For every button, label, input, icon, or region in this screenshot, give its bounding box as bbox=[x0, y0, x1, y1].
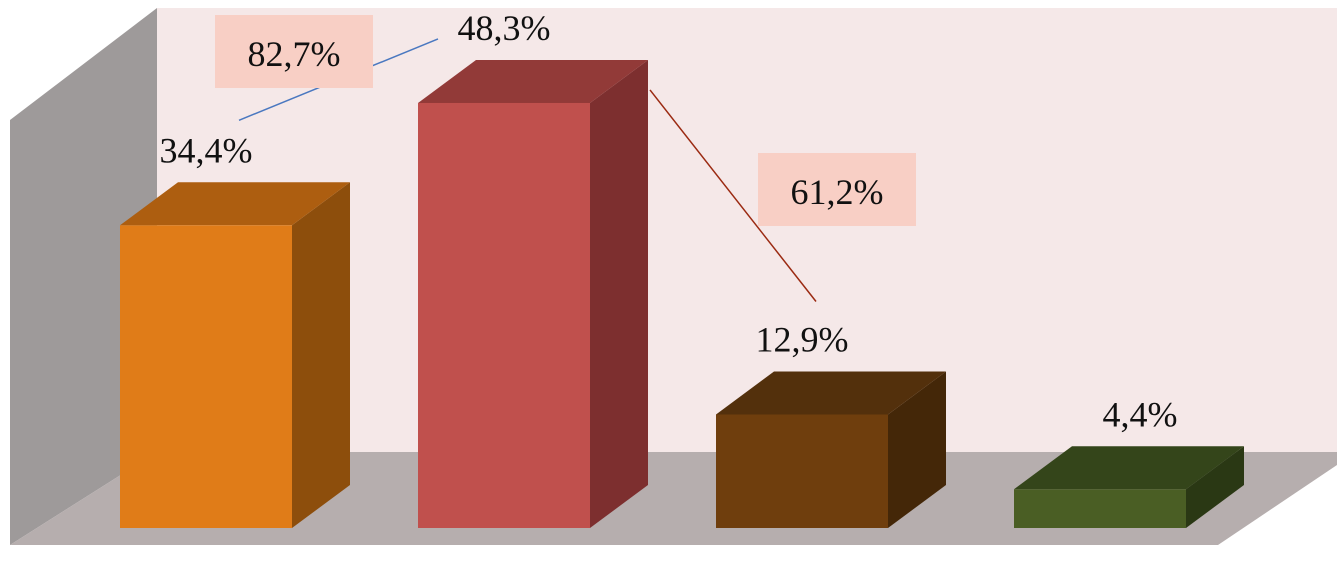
bar-top bbox=[120, 182, 350, 226]
bar bbox=[716, 414, 888, 528]
bars-group bbox=[120, 59, 1244, 529]
bar-top bbox=[418, 59, 648, 103]
annotation-box bbox=[758, 153, 916, 226]
annotation-box bbox=[215, 15, 373, 88]
annotations-group: 82,7% 61,2% bbox=[215, 15, 916, 302]
bar-top bbox=[716, 371, 946, 415]
bar-top bbox=[1014, 446, 1244, 490]
bar bbox=[1014, 489, 1186, 528]
bar-side bbox=[292, 182, 350, 528]
value-label: 48,3% bbox=[458, 8, 551, 48]
value-labels-group: 34,4% 48,3% 12,9% 4,4% bbox=[160, 8, 1178, 434]
annotation-connector bbox=[649, 89, 817, 302]
bar-side bbox=[590, 59, 648, 529]
value-label: 34,4% bbox=[160, 130, 253, 170]
bar-side bbox=[888, 371, 946, 528]
value-label: 12,9% bbox=[756, 319, 849, 359]
annotation-text: 61,2% bbox=[791, 172, 884, 212]
annotation-text: 82,7% bbox=[248, 34, 341, 74]
bar bbox=[418, 102, 590, 529]
value-label: 4,4% bbox=[1103, 394, 1178, 434]
bar-side bbox=[1186, 446, 1244, 528]
bar bbox=[120, 225, 292, 528]
